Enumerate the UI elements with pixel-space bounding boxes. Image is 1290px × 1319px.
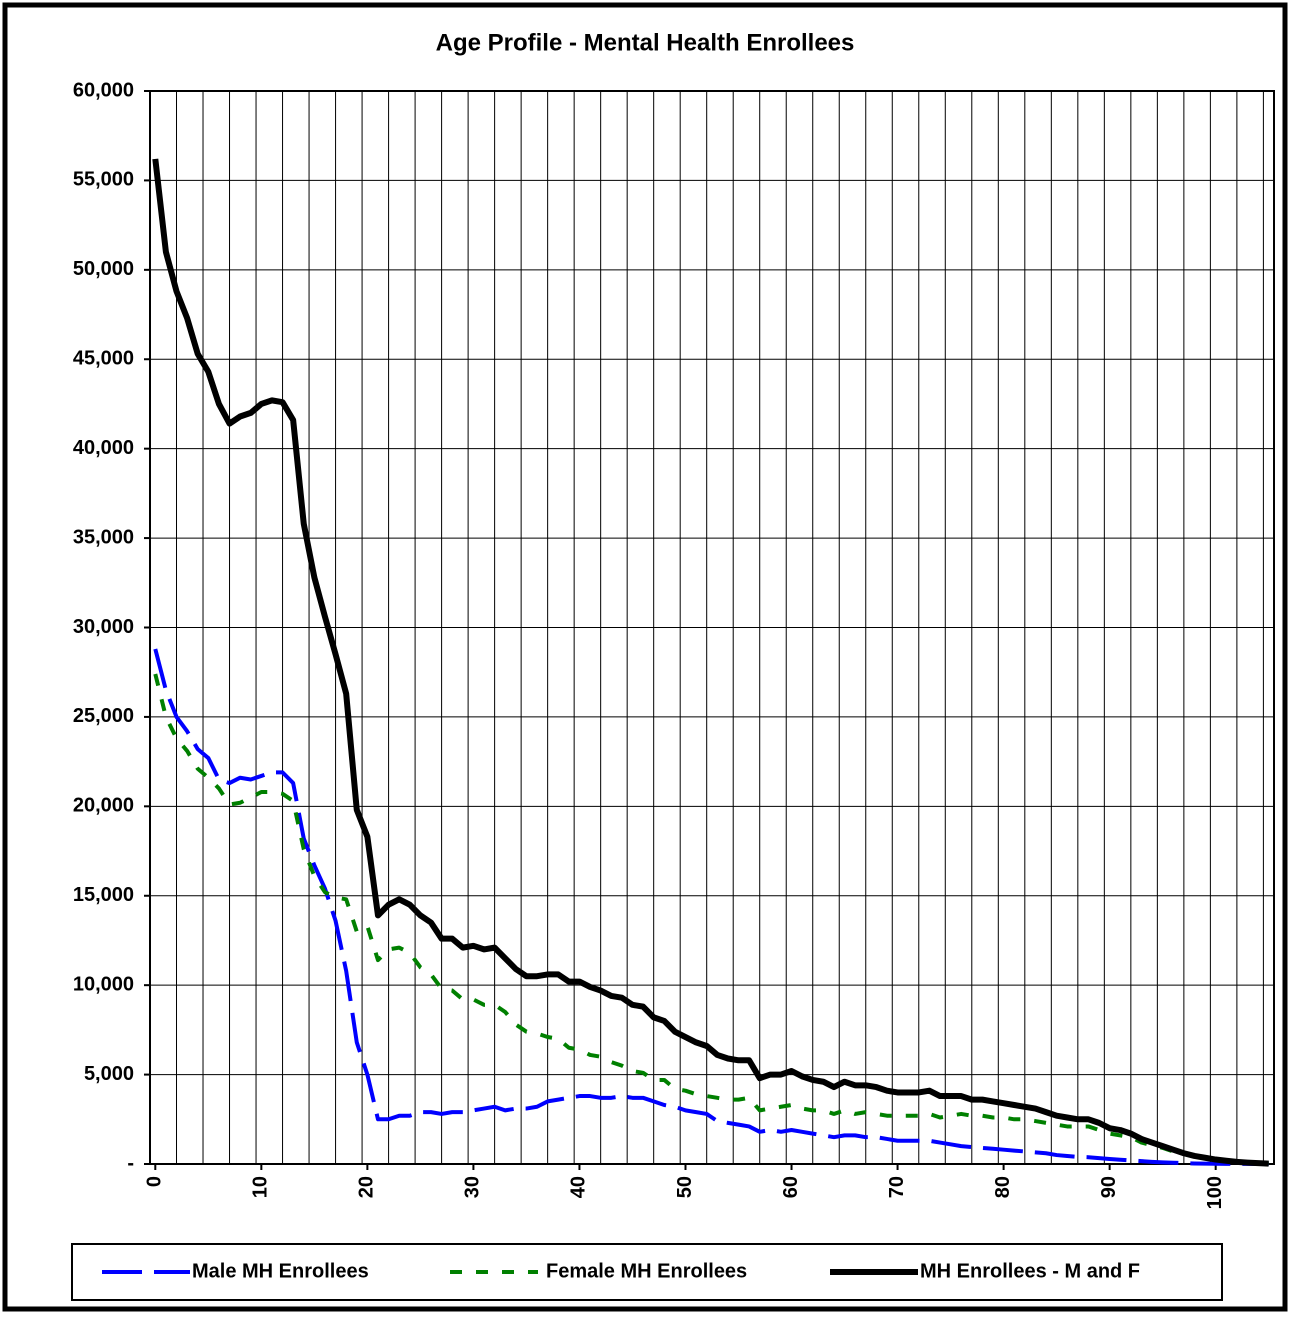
x-tick-label: 20 <box>356 1176 378 1198</box>
y-tick-label: 55,000 <box>73 169 134 191</box>
y-tick-label: 60,000 <box>73 79 134 101</box>
legend <box>71 1243 1223 1301</box>
x-tick-label: 80 <box>992 1176 1014 1198</box>
x-tick-label: 40 <box>568 1176 590 1198</box>
x-tick-label: 60 <box>780 1176 802 1198</box>
chart-title: Age Profile - Mental Health Enrollees <box>436 29 855 56</box>
y-tick-label: 45,000 <box>73 348 134 370</box>
y-tick-label: 10,000 <box>73 973 134 995</box>
y-tick-label: 30,000 <box>73 616 134 638</box>
y-tick-label: 5,000 <box>84 1063 134 1085</box>
series-line <box>153 673 1269 1166</box>
y-tick-label: 25,000 <box>73 705 134 727</box>
series-line <box>153 648 1269 1166</box>
x-tick-label: 100 <box>1204 1176 1226 1209</box>
y-tick-label: 35,000 <box>73 526 134 548</box>
legend-label: MH Enrollees - M and F <box>920 1260 1140 1282</box>
x-tick-label: 90 <box>1098 1176 1120 1198</box>
y-tick-label: 40,000 <box>73 437 134 459</box>
series-line <box>152 158 1269 1167</box>
x-tick-label: 50 <box>674 1176 696 1198</box>
legend-label: Female MH Enrollees <box>546 1260 747 1282</box>
x-tick-label: 10 <box>250 1176 272 1198</box>
y-tick-label: - <box>127 1152 134 1174</box>
y-tick-label: 20,000 <box>73 795 134 817</box>
y-tick-label: 50,000 <box>73 258 134 280</box>
legend-label: Male MH Enrollees <box>192 1260 369 1282</box>
y-tick-label: 15,000 <box>73 884 134 906</box>
x-tick-label: 70 <box>886 1176 908 1198</box>
x-tick-label: 30 <box>462 1176 484 1198</box>
x-tick-label: 0 <box>144 1176 166 1187</box>
